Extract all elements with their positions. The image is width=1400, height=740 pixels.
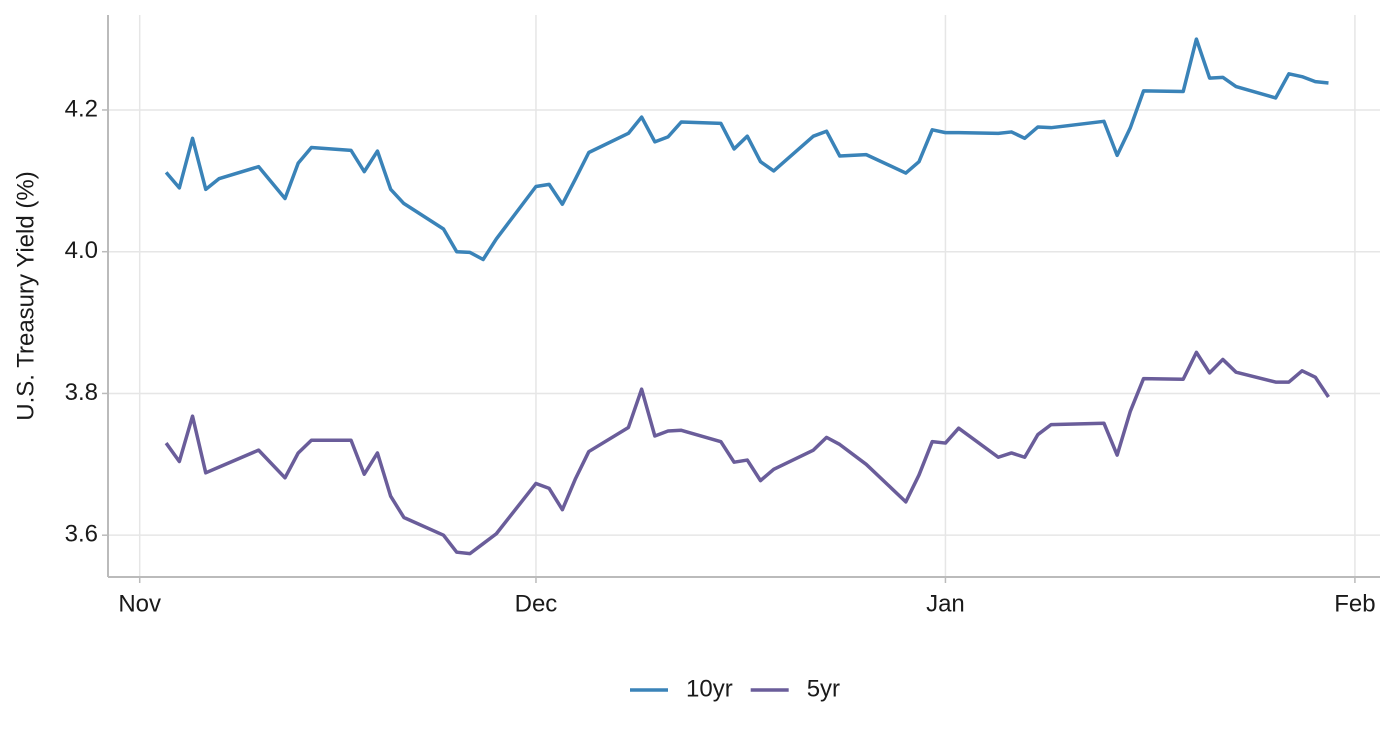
x-tick-label: Feb — [1334, 590, 1375, 617]
line-5yr — [164, 350, 1330, 556]
legend-label: 5yr — [807, 675, 840, 702]
y-tick-label: 4.0 — [65, 237, 98, 264]
y-tick-label: 4.2 — [65, 95, 98, 122]
x-tick-label: Jan — [926, 590, 965, 617]
x-tick-label: Dec — [515, 590, 558, 617]
y-tick-label: 3.6 — [65, 521, 98, 548]
legend-label: 10yr — [686, 675, 733, 702]
y-axis-label: U.S. Treasury Yield (%) — [12, 171, 39, 420]
y-tick-label: 3.8 — [65, 379, 98, 406]
x-tick-label: Nov — [118, 590, 161, 617]
line-10yr — [164, 37, 1329, 262]
